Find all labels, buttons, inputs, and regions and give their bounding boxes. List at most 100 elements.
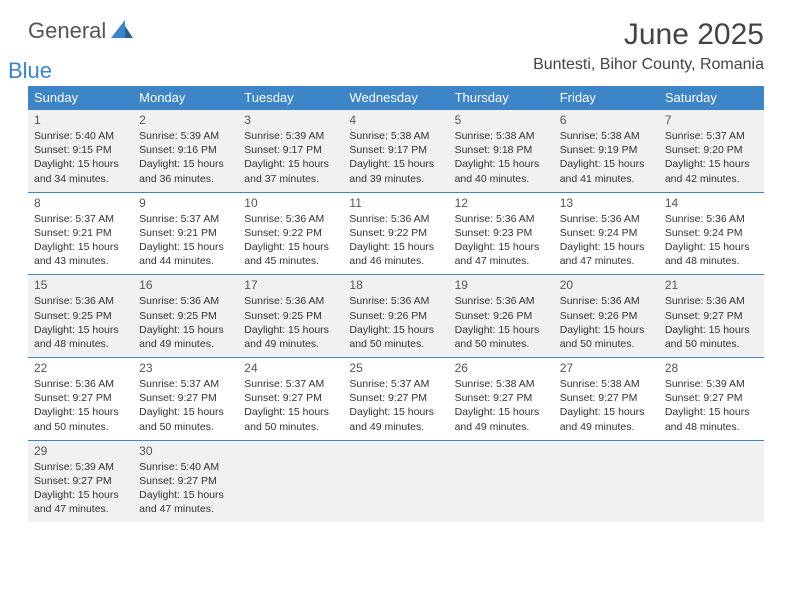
day-info: Sunrise: 5:38 AMSunset: 9:19 PMDaylight:… — [560, 129, 653, 186]
calendar-cell — [343, 440, 448, 522]
day-info: Sunrise: 5:38 AMSunset: 9:18 PMDaylight:… — [455, 129, 548, 186]
calendar-cell: 9 Sunrise: 5:37 AMSunset: 9:21 PMDaylight… — [133, 192, 238, 275]
day-info: Sunrise: 5:36 AMSunset: 9:24 PMDaylight:… — [665, 212, 758, 269]
calendar-cell: 27Sunrise: 5:38 AMSunset: 9:27 PMDayligh… — [554, 358, 659, 441]
calendar-week: 8Sunrise: 5:37 AMSunset: 9:21 PMDaylight… — [28, 192, 764, 275]
day-header: Sunday — [28, 86, 133, 110]
day-info: Sunrise: 5:36 AMSunset: 9:25 PMDaylight:… — [244, 294, 337, 351]
day-number: 17 — [244, 278, 337, 292]
calendar-cell — [449, 440, 554, 522]
day-number: 1 — [34, 113, 127, 127]
calendar-cell: 15 Sunrise: 5:36 AMSunset: 9:25 PMDayligh… — [28, 275, 133, 358]
day-number: 10 — [244, 196, 337, 210]
brand-logo: General Blue — [28, 18, 133, 70]
day-number: 15 — [34, 278, 127, 292]
day-header: Wednesday — [343, 86, 448, 110]
day-info: Sunrise: 5:36 AMSunset: 9:27 PMDaylight:… — [665, 294, 758, 351]
calendar-cell: 2 Sunrise: 5:39 AMSunset: 9:16 PMDaylight… — [133, 110, 238, 193]
calendar-cell: 8Sunrise: 5:37 AMSunset: 9:21 PMDaylight… — [28, 192, 133, 275]
calendar-cell: 17 Sunrise: 5:36 AMSunset: 9:25 PMDayligh… — [238, 275, 343, 358]
calendar-cell: 25Sunrise: 5:37 AMSunset: 9:27 PMDayligh… — [343, 358, 448, 441]
day-number: 6 — [560, 113, 653, 127]
day-info: Sunrise: 5:36 AMSunset: 9:22 PMDaylight:… — [244, 212, 337, 269]
calendar-cell: 20 Sunrise: 5:36 AMSunset: 9:26 PMDayligh… — [554, 275, 659, 358]
day-number: 20 — [560, 278, 653, 292]
calendar-cell: 18 Sunrise: 5:36 AMSunset: 9:26 PMDayligh… — [343, 275, 448, 358]
day-number: 13 — [560, 196, 653, 210]
calendar-cell: 1 Sunrise: 5:40 AMSunset: 9:15 PMDaylight… — [28, 110, 133, 193]
calendar-cell: 28Sunrise: 5:39 AMSunset: 9:27 PMDayligh… — [659, 358, 764, 441]
day-number: 16 — [139, 278, 232, 292]
day-number: 23 — [139, 361, 232, 375]
calendar-cell: 30Sunrise: 5:40 AMSunset: 9:27 PMDayligh… — [133, 440, 238, 522]
day-info: Sunrise: 5:36 AMSunset: 9:26 PMDaylight:… — [349, 294, 442, 351]
day-number: 7 — [665, 113, 758, 127]
day-header: Monday — [133, 86, 238, 110]
day-number: 5 — [455, 113, 548, 127]
calendar-cell: 14 Sunrise: 5:36 AMSunset: 9:24 PMDayligh… — [659, 192, 764, 275]
day-number: 19 — [455, 278, 548, 292]
day-info: Sunrise: 5:37 AMSunset: 9:20 PMDaylight:… — [665, 129, 758, 186]
calendar-cell: 5 Sunrise: 5:38 AMSunset: 9:18 PMDaylight… — [449, 110, 554, 193]
day-info: Sunrise: 5:39 AMSunset: 9:17 PMDaylight:… — [244, 129, 337, 186]
day-header: Saturday — [659, 86, 764, 110]
day-number: 11 — [349, 196, 442, 210]
calendar-week: 22 Sunrise: 5:36 AMSunset: 9:27 PMDayligh… — [28, 358, 764, 441]
brand-blue: Blue — [8, 58, 52, 83]
day-info: Sunrise: 5:37 AMSunset: 9:27 PMDaylight:… — [244, 377, 337, 434]
calendar-table: Sunday Monday Tuesday Wednesday Thursday… — [28, 86, 764, 522]
day-info: Sunrise: 5:36 AMSunset: 9:27 PMDaylight:… — [34, 377, 127, 434]
day-info: Sunrise: 5:40 AMSunset: 9:15 PMDaylight:… — [34, 129, 127, 186]
day-number: 29 — [34, 444, 127, 458]
day-info: Sunrise: 5:38 AMSunset: 9:27 PMDaylight:… — [560, 377, 653, 434]
day-number: 18 — [349, 278, 442, 292]
title-block: June 2025 Buntesti, Bihor County, Romani… — [533, 18, 764, 74]
day-number: 22 — [34, 361, 127, 375]
day-number: 26 — [455, 361, 548, 375]
location-text: Buntesti, Bihor County, Romania — [533, 56, 764, 74]
calendar-week: 15 Sunrise: 5:36 AMSunset: 9:25 PMDayligh… — [28, 275, 764, 358]
day-number: 24 — [244, 361, 337, 375]
day-info: Sunrise: 5:36 AMSunset: 9:26 PMDaylight:… — [455, 294, 548, 351]
calendar-cell: 22 Sunrise: 5:36 AMSunset: 9:27 PMDayligh… — [28, 358, 133, 441]
day-header: Thursday — [449, 86, 554, 110]
calendar-cell: 29 Sunrise: 5:39 AMSunset: 9:27 PMDayligh… — [28, 440, 133, 522]
calendar-cell: 11Sunrise: 5:36 AMSunset: 9:22 PMDayligh… — [343, 192, 448, 275]
day-info: Sunrise: 5:40 AMSunset: 9:27 PMDaylight:… — [139, 460, 232, 517]
day-info: Sunrise: 5:37 AMSunset: 9:21 PMDaylight:… — [139, 212, 232, 269]
day-info: Sunrise: 5:36 AMSunset: 9:25 PMDaylight:… — [34, 294, 127, 351]
day-info: Sunrise: 5:36 AMSunset: 9:24 PMDaylight:… — [560, 212, 653, 269]
day-info: Sunrise: 5:38 AMSunset: 9:27 PMDaylight:… — [455, 377, 548, 434]
day-info: Sunrise: 5:38 AMSunset: 9:17 PMDaylight:… — [349, 129, 442, 186]
calendar-week: 29 Sunrise: 5:39 AMSunset: 9:27 PMDayligh… — [28, 440, 764, 522]
triangle-icon — [111, 20, 133, 38]
day-info: Sunrise: 5:39 AMSunset: 9:27 PMDaylight:… — [665, 377, 758, 434]
calendar-cell: 16 Sunrise: 5:36 AMSunset: 9:25 PMDayligh… — [133, 275, 238, 358]
calendar-cell: 26 Sunrise: 5:38 AMSunset: 9:27 PMDayligh… — [449, 358, 554, 441]
calendar-cell: 23 Sunrise: 5:37 AMSunset: 9:27 PMDayligh… — [133, 358, 238, 441]
day-header: Friday — [554, 86, 659, 110]
day-info: Sunrise: 5:36 AMSunset: 9:25 PMDaylight:… — [139, 294, 232, 351]
day-header: Tuesday — [238, 86, 343, 110]
calendar-cell: 10 Sunrise: 5:36 AMSunset: 9:22 PMDayligh… — [238, 192, 343, 275]
day-number: 3 — [244, 113, 337, 127]
calendar-cell: 3 Sunrise: 5:39 AMSunset: 9:17 PMDaylight… — [238, 110, 343, 193]
page-header: General Blue June 2025 Buntesti, Bihor C… — [28, 18, 764, 74]
calendar-cell — [659, 440, 764, 522]
calendar-cell: 7 Sunrise: 5:37 AMSunset: 9:20 PMDaylight… — [659, 110, 764, 193]
month-title: June 2025 — [533, 18, 764, 52]
day-number: 2 — [139, 113, 232, 127]
day-info: Sunrise: 5:37 AMSunset: 9:27 PMDaylight:… — [139, 377, 232, 434]
day-info: Sunrise: 5:36 AMSunset: 9:26 PMDaylight:… — [560, 294, 653, 351]
day-number: 9 — [139, 196, 232, 210]
calendar-cell: 6 Sunrise: 5:38 AMSunset: 9:19 PMDaylight… — [554, 110, 659, 193]
day-info: Sunrise: 5:36 AMSunset: 9:23 PMDaylight:… — [455, 212, 548, 269]
day-info: Sunrise: 5:37 AMSunset: 9:27 PMDaylight:… — [349, 377, 442, 434]
calendar-cell — [238, 440, 343, 522]
calendar-cell: 4 Sunrise: 5:38 AMSunset: 9:17 PMDaylight… — [343, 110, 448, 193]
day-number: 4 — [349, 113, 442, 127]
day-info: Sunrise: 5:39 AMSunset: 9:27 PMDaylight:… — [34, 460, 127, 517]
day-info: Sunrise: 5:37 AMSunset: 9:21 PMDaylight:… — [34, 212, 127, 269]
day-info: Sunrise: 5:39 AMSunset: 9:16 PMDaylight:… — [139, 129, 232, 186]
day-number: 14 — [665, 196, 758, 210]
